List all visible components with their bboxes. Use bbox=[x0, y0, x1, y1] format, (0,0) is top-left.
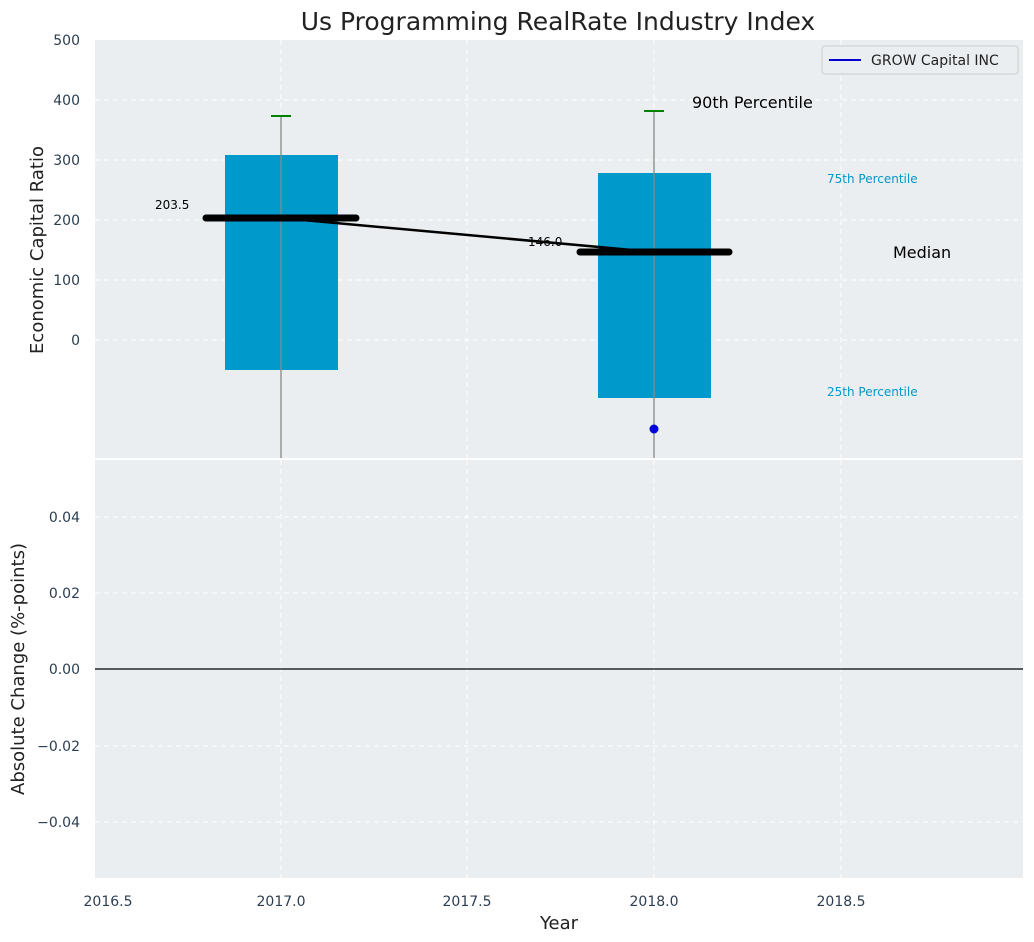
chart-title: Us Programming RealRate Industry Index bbox=[301, 7, 815, 36]
x-ticks: 2016.5 2017.0 2017.5 2018.0 2018.5 bbox=[84, 894, 866, 910]
annotation-90th-percentile: 90th Percentile bbox=[692, 93, 813, 112]
top-y-tick-label: 300 bbox=[53, 153, 80, 169]
x-tick-label: 2017.5 bbox=[443, 894, 492, 910]
top-y-tick-label: 100 bbox=[53, 273, 80, 289]
top-y-axis-label: Economic Capital Ratio bbox=[27, 146, 48, 354]
bottom-y-ticks: −0.04 −0.02 0.00 0.02 0.04 bbox=[37, 510, 80, 831]
bottom-y-tick-label: 0.00 bbox=[49, 662, 80, 678]
top-y-tick-label: 200 bbox=[53, 213, 80, 229]
bottom-y-tick-label: −0.04 bbox=[37, 815, 80, 831]
x-tick-label: 2018.5 bbox=[817, 894, 866, 910]
legend: GROW Capital INC bbox=[821, 45, 1019, 75]
bottom-y-tick-label: −0.02 bbox=[37, 739, 80, 755]
median-label-2018: 146.0 bbox=[528, 235, 562, 249]
annotation-median: Median bbox=[893, 243, 951, 262]
legend-entry: GROW Capital INC bbox=[871, 53, 999, 69]
outlier-2018 bbox=[649, 424, 659, 434]
legend-box bbox=[821, 45, 1019, 75]
top-y-tick-label: 500 bbox=[53, 33, 80, 49]
annotation-25th-percentile: 25th Percentile bbox=[827, 385, 918, 399]
bottom-y-axis-label: Absolute Change (%-points) bbox=[8, 543, 29, 795]
top-y-tick-label: 400 bbox=[53, 93, 80, 109]
x-axis-label: Year bbox=[539, 913, 579, 934]
bottom-y-tick-label: 0.02 bbox=[49, 586, 80, 602]
bottom-y-tick-label: 0.04 bbox=[49, 510, 80, 526]
x-tick-label: 2018.0 bbox=[630, 894, 679, 910]
x-tick-label: 2016.5 bbox=[84, 894, 133, 910]
top-y-ticks: 0 100 200 300 400 500 bbox=[53, 33, 80, 349]
median-trend-line bbox=[280, 216, 655, 254]
x-tick-label: 2017.0 bbox=[257, 894, 306, 910]
bottom-panel: −0.04 −0.02 0.00 0.02 0.04 Absolute Change (… bbox=[8, 460, 1023, 878]
top-y-tick-label: 0 bbox=[71, 333, 80, 349]
annotation-75th-percentile: 75th Percentile bbox=[827, 172, 918, 186]
median-label-2017: 203.5 bbox=[155, 198, 189, 212]
top-panel: 0 100 200 300 400 500 203.5 146.0 90th Percen… bbox=[27, 33, 1023, 458]
